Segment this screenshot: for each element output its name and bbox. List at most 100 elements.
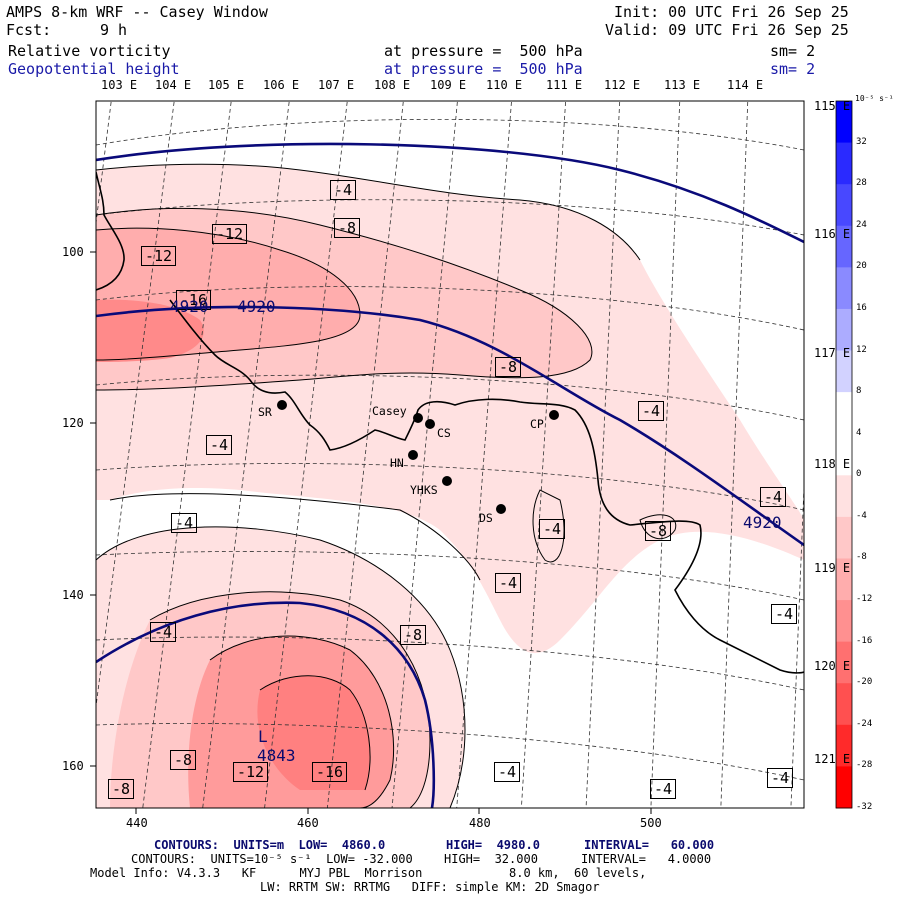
vorticity-contour-label: -8 [334, 218, 361, 238]
height-label: 4920 [170, 297, 209, 316]
lon-label-right: 115 E [814, 99, 851, 113]
colorbar-swatch [836, 433, 852, 476]
vorticity-contour-label: -4 [330, 180, 357, 200]
valid-time: Valid: 09 UTC Fri 26 Sep 25 [605, 21, 849, 39]
lon-label: 111 E [546, 78, 583, 92]
vorticity-contour-label: -8 [645, 521, 672, 541]
footer-vort-high: HIGH= 32.000 [444, 852, 538, 866]
colorbar-swatch [836, 142, 852, 185]
colorbar-swatch [836, 392, 852, 435]
colorbar-tick-label: 12 [856, 344, 867, 355]
colorbar-tick-label: 20 [856, 261, 867, 272]
colorbar-tick-label: -32 [856, 802, 873, 812]
colorbar-swatch [836, 766, 852, 809]
lon-label-right: 121 E [814, 752, 851, 766]
colorbar-tick-label: -16 [856, 635, 873, 646]
lon-label: 110 E [486, 78, 523, 92]
colorbar-swatch [836, 308, 852, 352]
vorticity-contour-label: -16 [176, 290, 212, 310]
colorbar-tick-label: -4 [856, 510, 867, 521]
lon-label-right: 118 E [814, 457, 851, 471]
lon-label: 109 E [430, 78, 467, 92]
vorticity-contour-label: -12 [233, 762, 269, 782]
colorbar-tick-label: -12 [856, 594, 873, 605]
vorticity-contour-label: -4 [171, 513, 198, 533]
station-label-casey: Casey [372, 404, 407, 418]
lon-label: 105 E [208, 78, 245, 92]
init-time: Init: 00 UTC Fri 26 Sep 25 [614, 3, 849, 21]
station-label-sr: SR [258, 405, 272, 419]
station-dot-casey [413, 413, 423, 423]
colorbar-swatch [836, 683, 852, 726]
field1-smoothing: sm= 2 [770, 42, 816, 60]
lon-label: 107 E [318, 78, 355, 92]
colorbar-tick-label: 4 [856, 427, 862, 438]
lon-label-right: 119 E [814, 561, 851, 575]
colorbar-swatch [836, 558, 852, 601]
vorticity-contour-label: -8 [170, 750, 197, 770]
colorbar-tick-label: 24 [856, 219, 867, 230]
station-dot-sr [277, 400, 287, 410]
lon-label: 113 E [664, 78, 701, 92]
vorticity-contour-label: -4 [650, 779, 677, 799]
low-marker: L [258, 727, 268, 746]
height-label: 4920 [237, 297, 276, 316]
footer-vort-interval: INTERVAL= 4.0000 [581, 852, 712, 866]
lon-label: 108 E [374, 78, 411, 92]
vorticity-contour-label: -16 [312, 762, 348, 782]
longitude-lines [96, 101, 804, 808]
colorbar-tick-label: 0 [856, 469, 862, 480]
vorticity-contour-label: -8 [108, 779, 135, 799]
station-dot-cs [425, 419, 435, 429]
vort-core-minus16-south [257, 675, 370, 790]
vorticity-contour-label: -8 [400, 625, 427, 645]
station-dot-hn [408, 450, 418, 460]
vorticity-contour-label: -8 [495, 357, 522, 377]
fcst-label: Fcst: [6, 21, 52, 39]
vorticity-contour-label: -4 [771, 604, 798, 624]
y-tick-label: 160 [62, 759, 84, 773]
colorbar-tick-label: 32 [856, 136, 867, 147]
field2-level: at pressure = 500 hPa [384, 60, 583, 78]
colorbar-tick-label: 16 [856, 302, 867, 313]
y-tick-label: 100 [62, 245, 84, 259]
lon-label-right: 120 E [814, 659, 851, 673]
y-tick-label: 140 [62, 588, 84, 602]
field2-name: Geopotential height [8, 60, 180, 78]
colorbar-swatch [836, 641, 852, 684]
colorbar-swatch [836, 101, 852, 144]
field2-smoothing: sm= 2 [770, 60, 816, 78]
colorbar-swatch [836, 184, 852, 227]
lon-label-right: 116 E [814, 227, 851, 241]
x-tick-label: 460 [297, 816, 319, 830]
coastline [96, 171, 804, 674]
lon-label: 104 E [155, 78, 192, 92]
station-label-hn: HN [390, 456, 404, 470]
vorticity-contour-label: -12 [212, 224, 248, 244]
lon-label: 106 E [263, 78, 300, 92]
station-dots [277, 400, 559, 514]
colorbar-tick-label: 28 [856, 178, 867, 189]
colorbar-swatch [836, 475, 852, 518]
fcst-value: 9 h [100, 21, 128, 39]
station-label-yhks: YHKS [410, 483, 438, 497]
footer-height-interval: INTERVAL= 60.000 [584, 838, 715, 852]
lon-label: 103 E [101, 78, 138, 92]
lon-label-right: 117 E [814, 346, 851, 360]
height-label: 4920 [743, 513, 782, 532]
chart-title: AMPS 8-km WRF -- Casey Window [6, 3, 268, 21]
station-dot-ds [496, 504, 506, 514]
colorbar-swatch [836, 516, 852, 559]
vorticity-shading [96, 164, 804, 808]
field1-name: Relative vorticity [8, 42, 171, 60]
vorticity-contour-label: -4 [494, 762, 521, 782]
lon-label: 112 E [604, 78, 641, 92]
x-tick-label: 480 [469, 816, 491, 830]
vort-core-minus16-north [96, 299, 204, 362]
footer-physics-info: LW: RRTM SW: RRTMG DIFF: simple KM: 2D S… [260, 880, 600, 894]
x-tick-label: 500 [640, 816, 662, 830]
vorticity-contour-label: -4 [539, 519, 566, 539]
vorticity-contour-label: -4 [760, 487, 787, 507]
footer-height-contours: CONTOURS: UNITS=m LOW= 4860.0 [154, 838, 386, 852]
lon-label: 114 E [727, 78, 764, 92]
